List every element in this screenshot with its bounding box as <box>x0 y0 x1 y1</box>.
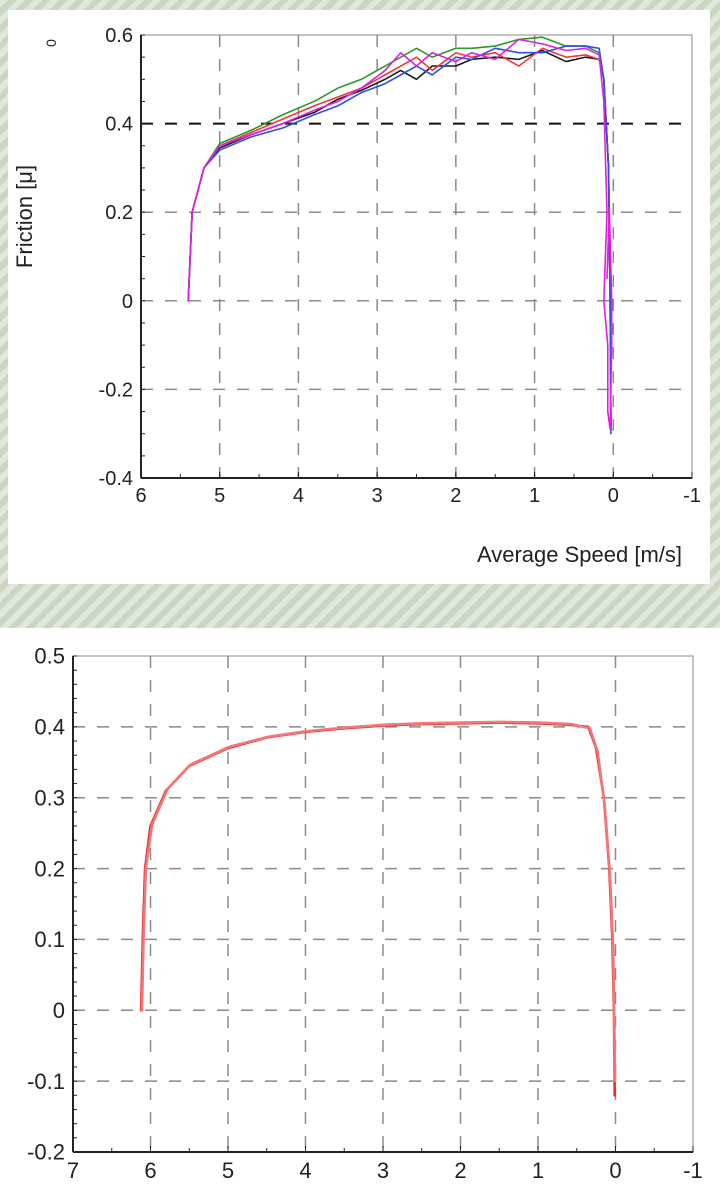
series-line-1 <box>187 49 612 426</box>
x-tick-label: 5 <box>222 1158 234 1183</box>
y-tick-label: -0.1 <box>27 1069 65 1094</box>
x-tick-label: 2 <box>454 1158 466 1183</box>
x-tick-label: 3 <box>372 485 383 507</box>
friction-chart-top: 6 5 4 3 2 1 0 -1 0.6 0.4 0.2 0 -0.2 -0.4 Friction [μ] 0… <box>8 10 710 584</box>
y-tick-label: -0.2 <box>27 1140 65 1165</box>
series-line-5 <box>187 38 613 431</box>
x-tick-label: 4 <box>293 485 304 507</box>
y-tick-label: 0.1 <box>34 927 65 952</box>
x-tick-label: 5 <box>214 485 225 507</box>
x-tick-label: 2 <box>450 485 461 507</box>
series-line-2 <box>187 36 612 431</box>
y-tick-label: 0 <box>53 998 65 1023</box>
y-tick-label: 0.3 <box>34 785 65 810</box>
friction-chart-top-svg: 6 5 4 3 2 1 0 -1 0.6 0.4 0.2 0 -0.2 -0.4 Friction [μ] 0… <box>12 25 701 567</box>
y-tick-label: 0.4 <box>34 715 65 740</box>
x-tick-label: -1 <box>683 1158 703 1183</box>
y-tick-label: -0.2 <box>99 379 133 401</box>
y-axis-label: Friction [μ] <box>12 165 37 268</box>
corner-label: 0 <box>43 39 59 47</box>
y-tick-label: 0.2 <box>105 202 133 224</box>
x-tick-label: 7 <box>67 1158 79 1183</box>
series-line-2 <box>140 720 617 1083</box>
x-tick-label: 4 <box>299 1158 311 1183</box>
x-tick-label: 6 <box>144 1158 156 1183</box>
friction-chart-bottom-svg: 7 6 5 4 3 2 1 0 -1 0.5 0.4 0.3 0.2 0.1 0 -0.1 -0.2 <box>27 644 703 1183</box>
friction-chart-bottom: 7 6 5 4 3 2 1 0 -1 0.5 0.4 0.3 0.2 0.1 0 -0.1 -0.2 <box>0 628 720 1201</box>
x-tick-label: 1 <box>532 1158 544 1183</box>
x-tick-label: 3 <box>377 1158 389 1183</box>
series-line-1 <box>139 721 617 1097</box>
series-line-4 <box>187 45 612 435</box>
y-tick-label: 0.6 <box>105 25 133 47</box>
x-tick-label: 0 <box>608 485 619 507</box>
y-tick-label: 0 <box>122 291 133 313</box>
x-tick-label: 6 <box>135 485 146 507</box>
y-tick-label: -0.4 <box>99 468 133 490</box>
x-tick-label: 1 <box>529 485 540 507</box>
x-axis-label: Average Speed [m/s] <box>477 542 682 567</box>
y-tick-label: 0.4 <box>105 114 133 136</box>
x-tick-label: -1 <box>683 485 701 507</box>
y-tick-label: 0.5 <box>34 644 65 669</box>
y-tick-label: 0.2 <box>34 856 65 881</box>
x-tick-label: 0 <box>609 1158 621 1183</box>
series-line-3 <box>187 47 612 431</box>
